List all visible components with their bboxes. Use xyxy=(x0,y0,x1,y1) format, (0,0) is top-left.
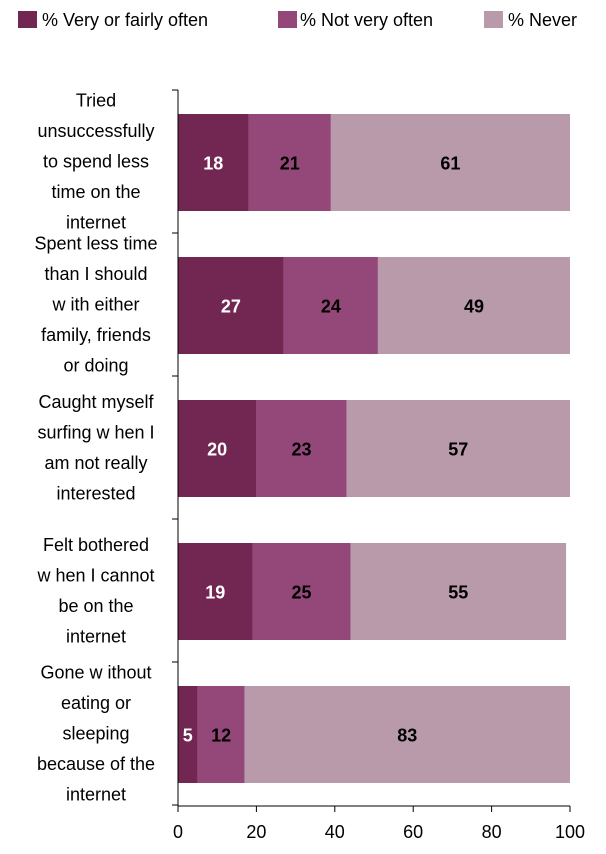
category-label-line: time on the xyxy=(51,182,140,202)
legend-item: % Not very often xyxy=(278,10,433,30)
data-label: 20 xyxy=(207,440,227,460)
category-label-line: surfing w hen I xyxy=(37,422,154,442)
category-label: Gone w ithout eating or sleeping because of… xyxy=(37,663,155,805)
data-label: 57 xyxy=(448,440,468,460)
y-axis: Tried unsuccessfully to spend less time on … xyxy=(34,89,179,806)
bar-row: 18 21 61 xyxy=(178,114,570,211)
data-label: 18 xyxy=(203,154,223,174)
bar-segment xyxy=(178,400,257,497)
legend: % Very or fairly often % Not very often % … xyxy=(18,10,577,30)
x-tick-label: 80 xyxy=(482,822,502,842)
bar-segment xyxy=(252,543,351,640)
bar-segment xyxy=(178,543,253,640)
category-label-line: sleeping xyxy=(62,724,129,744)
category-label-line: family, friends xyxy=(41,325,151,345)
bar-row: 19 25 55 xyxy=(178,543,567,640)
category-label-line: w hen I cannot xyxy=(36,565,154,585)
data-label: 25 xyxy=(291,583,311,603)
category-label-line: Tried xyxy=(76,91,116,111)
category-label: Tried unsuccessfully to spend less time on … xyxy=(37,91,154,233)
bar-segment xyxy=(197,686,245,783)
bar-segment xyxy=(244,686,570,783)
bar-row: 20 23 57 xyxy=(178,400,570,497)
category-label-line: or doing xyxy=(63,356,128,376)
category-label-line: internet xyxy=(66,213,126,233)
category-label-line: be on the xyxy=(58,596,133,616)
bar-segment xyxy=(178,114,249,211)
bar-segment xyxy=(178,257,284,354)
data-label: 27 xyxy=(221,297,241,317)
category-label-line: Spent less time xyxy=(34,234,157,254)
category-label-line: to spend less xyxy=(43,152,149,172)
bar-segment xyxy=(350,543,567,640)
category-label-line: internet xyxy=(66,785,126,805)
x-tick-label: 0 xyxy=(173,822,183,842)
category-label-line: w ith either xyxy=(51,295,139,315)
x-tick-label: 20 xyxy=(246,822,266,842)
legend-label: % Not very often xyxy=(300,10,433,30)
category-label: Felt bothered w hen I cannot be on the inte… xyxy=(36,535,154,647)
legend-swatch xyxy=(278,11,297,28)
bar-row: 27 24 49 xyxy=(178,257,570,354)
x-tick-label: 40 xyxy=(325,822,345,842)
bar-segment xyxy=(178,686,198,783)
data-label: 24 xyxy=(321,297,341,317)
x-axis: 0 20 40 60 80 100 xyxy=(173,805,585,842)
legend-item: % Never xyxy=(484,10,577,30)
bar-segment xyxy=(283,257,378,354)
category-label-line: than I should xyxy=(44,264,147,284)
category-label-line: because of the xyxy=(37,754,155,774)
category-label: Spent less time than I should w ith either… xyxy=(34,234,157,376)
bar-segment xyxy=(377,257,570,354)
data-label: 61 xyxy=(440,154,460,174)
category-label-line: eating or xyxy=(61,693,131,713)
legend-item: % Very or fairly often xyxy=(18,10,208,30)
category-label-line: Caught myself xyxy=(38,392,154,412)
category-label-line: internet xyxy=(66,626,126,646)
data-label: 21 xyxy=(280,154,300,174)
bar-segment xyxy=(346,400,570,497)
data-label: 5 xyxy=(183,726,193,746)
bar-row: 5 12 83 xyxy=(178,686,570,783)
legend-label: % Never xyxy=(508,10,577,30)
data-label: 23 xyxy=(291,440,311,460)
data-label: 12 xyxy=(211,726,231,746)
category-label-line: Felt bothered xyxy=(43,535,149,555)
bar-segment xyxy=(330,114,570,211)
x-tick-label: 100 xyxy=(555,822,585,842)
category-label-line: Gone w ithout xyxy=(40,663,151,683)
bar-segment xyxy=(248,114,331,211)
legend-swatch xyxy=(484,11,503,28)
category-label-line: unsuccessfully xyxy=(37,121,154,141)
data-label: 49 xyxy=(464,297,484,317)
legend-swatch xyxy=(18,11,37,28)
legend-label: % Very or fairly often xyxy=(42,10,208,30)
data-label: 55 xyxy=(448,583,468,603)
category-label: Caught myself surfing w hen I am not reall… xyxy=(37,392,154,504)
data-label: 83 xyxy=(397,726,417,746)
category-label-line: interested xyxy=(56,483,135,503)
data-label: 19 xyxy=(205,583,225,603)
category-label-line: am not really xyxy=(44,453,147,473)
x-tick-label: 60 xyxy=(403,822,423,842)
bar-segment xyxy=(256,400,347,497)
